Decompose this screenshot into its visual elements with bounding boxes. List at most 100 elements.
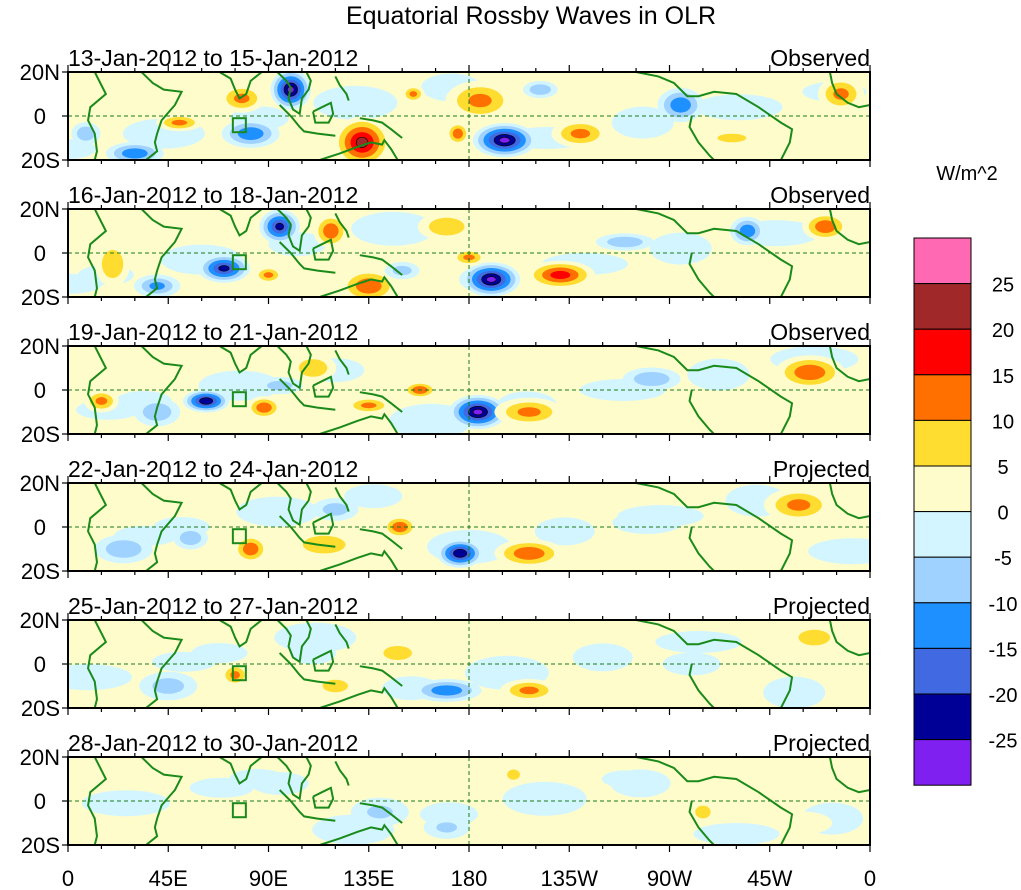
contour-level bbox=[101, 249, 124, 279]
y-tick-label: 0 bbox=[34, 104, 46, 129]
chart-title: Equatorial Rossby Waves in OLR bbox=[346, 2, 716, 30]
coastline bbox=[635, 72, 794, 160]
contour-level bbox=[670, 97, 691, 113]
contour-level bbox=[95, 397, 108, 405]
coastline bbox=[334, 760, 350, 786]
contour-level bbox=[550, 270, 571, 280]
y-tick-label: 20S bbox=[21, 833, 60, 858]
contour-level bbox=[199, 397, 214, 405]
contour-level bbox=[105, 540, 142, 558]
contour-level bbox=[383, 645, 412, 661]
anomaly-blob bbox=[445, 80, 515, 121]
anomaly-swath bbox=[189, 777, 254, 798]
contour-level bbox=[607, 236, 643, 248]
contour-level bbox=[468, 93, 492, 108]
contour-level bbox=[472, 408, 484, 416]
anomaly-blob bbox=[339, 268, 398, 297]
colorbar-swatch bbox=[913, 419, 972, 467]
colorbar-level-label: 20 bbox=[992, 320, 1014, 342]
coastline bbox=[828, 209, 870, 246]
anomaly-blob bbox=[333, 116, 392, 160]
anomaly-blob bbox=[462, 262, 521, 297]
anomaly-swath bbox=[808, 538, 870, 565]
coastline bbox=[312, 101, 335, 124]
colorbar-level-label: -15 bbox=[989, 639, 1018, 661]
coastline bbox=[319, 412, 399, 434]
anomaly-blob bbox=[345, 396, 392, 414]
panel-kind-label: Projected bbox=[773, 456, 870, 482]
anomaly-blob bbox=[233, 534, 269, 564]
coastline bbox=[140, 346, 184, 434]
colorbar-level-label: 0 bbox=[997, 503, 1008, 525]
coastline bbox=[278, 515, 336, 548]
anomaly-blob bbox=[218, 84, 265, 113]
coastline bbox=[276, 209, 312, 253]
anomaly-blob bbox=[417, 212, 476, 241]
anomaly-blob bbox=[802, 212, 849, 241]
map-panel: 20N 0 20S 16-Jan-2012 to 18-Jan-2012 Observe… bbox=[20, 182, 871, 310]
anomaly-blob bbox=[775, 355, 845, 390]
anomaly-blob bbox=[702, 129, 761, 147]
colorbar-swatch bbox=[913, 465, 972, 513]
colorbar-level-label: -25 bbox=[989, 731, 1018, 753]
coastline bbox=[319, 686, 399, 708]
coastline bbox=[276, 757, 312, 801]
anomaly-blob bbox=[472, 123, 537, 158]
contour-level bbox=[436, 822, 458, 833]
coastline bbox=[140, 209, 184, 297]
anomaly-blob bbox=[133, 397, 181, 427]
coastline bbox=[276, 483, 312, 527]
coastline bbox=[688, 526, 715, 571]
x-tick-label: 45E bbox=[149, 866, 188, 890]
x-tick-label: 135E bbox=[343, 866, 394, 890]
coastline bbox=[319, 823, 399, 845]
anomaly-blob bbox=[448, 394, 507, 430]
coastline bbox=[319, 138, 399, 160]
contour-level bbox=[612, 511, 682, 535]
coastline bbox=[218, 209, 263, 237]
coastline bbox=[359, 665, 403, 687]
region-box bbox=[231, 391, 247, 408]
anomaly-blob bbox=[139, 671, 198, 701]
anomaly-swath bbox=[763, 676, 826, 708]
coastline bbox=[828, 483, 870, 520]
contour-level bbox=[787, 499, 811, 511]
colorbar-swatch bbox=[913, 328, 972, 376]
x-tick-label: 135W bbox=[541, 866, 599, 890]
anomaly-blob bbox=[246, 396, 282, 420]
anomaly-blob bbox=[312, 674, 359, 698]
contour-level bbox=[267, 380, 293, 391]
contour-level bbox=[230, 671, 240, 679]
anomaly-blob bbox=[254, 266, 283, 284]
contour-level bbox=[237, 127, 264, 140]
coastline bbox=[334, 75, 350, 101]
coastline bbox=[218, 483, 263, 511]
contour-level bbox=[322, 503, 348, 516]
coastline bbox=[635, 483, 794, 571]
contour-level bbox=[513, 547, 545, 560]
colorbar-swatch bbox=[913, 511, 972, 558]
y-tick-label: 20S bbox=[21, 696, 60, 721]
anomaly-blob bbox=[423, 815, 470, 839]
coastline bbox=[828, 620, 870, 657]
coastline bbox=[278, 652, 336, 685]
colorbar-swatch bbox=[913, 374, 972, 421]
anomaly-blob bbox=[156, 114, 203, 132]
coastline bbox=[276, 620, 312, 664]
x-tick-label: 90E bbox=[249, 866, 288, 890]
anomaly-blob bbox=[71, 122, 101, 146]
contour-level bbox=[179, 530, 202, 546]
anomaly-swath bbox=[572, 643, 633, 672]
coastline bbox=[828, 757, 870, 794]
anomaly-blob bbox=[551, 119, 610, 148]
colorbar-swatch bbox=[913, 693, 972, 741]
coastline bbox=[140, 72, 184, 160]
coastline bbox=[688, 115, 715, 160]
panel-date-range: 28-Jan-2012 to 30-Jan-2012 bbox=[68, 730, 358, 756]
coastline bbox=[359, 391, 403, 413]
contour-level bbox=[392, 265, 412, 276]
contour-level bbox=[507, 769, 520, 780]
colorbar-swatch bbox=[913, 602, 972, 649]
panel-kind-label: Projected bbox=[773, 730, 870, 756]
coastline bbox=[334, 212, 350, 238]
